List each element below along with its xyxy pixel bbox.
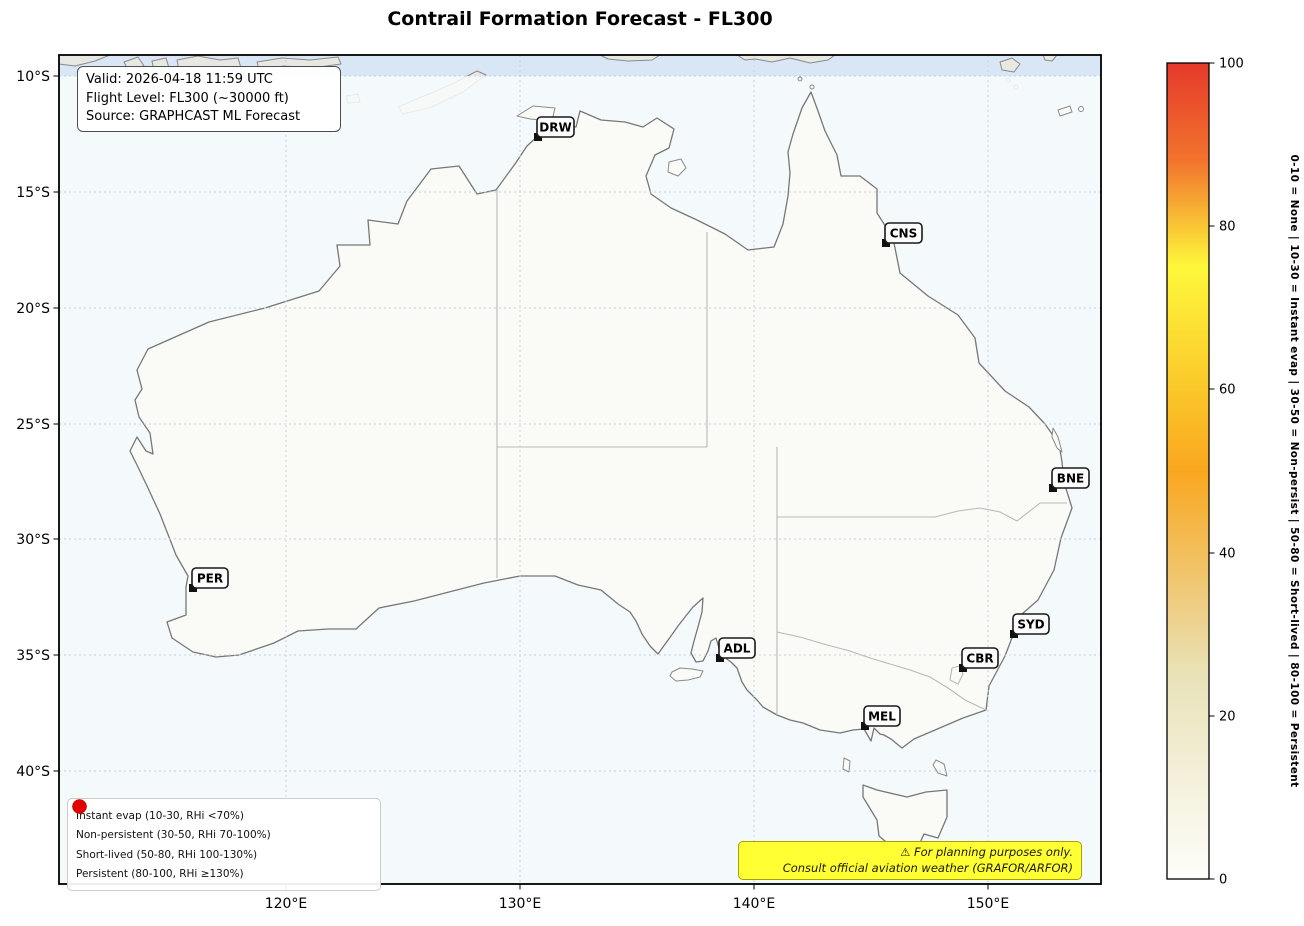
forecast-source: Source: GRAPHCAST ML Forecast <box>86 109 301 125</box>
svg-text:DRW: DRW <box>539 121 571 135</box>
flight-level: Flight Level: FL300 (~30000 ft) <box>86 90 289 106</box>
svg-text:ADL: ADL <box>724 642 751 656</box>
legend-label: Instant evap (10-30, RHi <70%) <box>76 809 244 822</box>
warning-line-1: ⚠ For planning purposes only. <box>900 845 1073 859</box>
svg-text:BNE: BNE <box>1057 472 1084 486</box>
legend-label: Short-lived (50-80, RHi 100-130%) <box>76 848 258 861</box>
svg-text:120°E: 120°E <box>265 896 308 912</box>
city-marker-mel: MEL <box>861 705 901 730</box>
x-axis-labels: 120°E 130°E 140°E 150°E <box>265 896 1010 912</box>
islands <box>516 76 1084 853</box>
colorbar-label: 0-10 = None | 10-30 = Instant evap | 30-… <box>1288 154 1300 787</box>
colorbar-gradient <box>1166 62 1210 880</box>
legend-item: Short-lived (50-80, RHi 100-130%) <box>72 799 372 865</box>
legend-item: Non-persistent (30-50, RHi 70-100%) <box>72 799 372 846</box>
map-frame <box>58 54 1102 885</box>
chart-title: Contrail Formation Forecast - FL300 <box>387 8 773 30</box>
svg-text:40°S: 40°S <box>16 764 50 780</box>
svg-text:CBR: CBR <box>966 652 993 666</box>
city-marker-cbr: CBR <box>959 647 999 672</box>
svg-text:60: 60 <box>1219 383 1236 398</box>
svg-text:80: 80 <box>1219 220 1236 235</box>
legend-label: Persistent (80-100, RHi ≥130%) <box>76 868 244 881</box>
city-annotations: DRW CNS BNE PER <box>189 116 1090 730</box>
legend-item: Instant evap (10-30, RHi <70%) <box>72 799 372 826</box>
svg-text:MEL: MEL <box>868 710 896 724</box>
warning-line-2: Consult official aviation weather (GRAFO… <box>782 860 1073 875</box>
city-marker-drw: DRW <box>534 116 575 141</box>
svg-text:CNS: CNS <box>890 227 918 241</box>
legend: Instant evap (10-30, RHi <70%) Non-persi… <box>67 798 381 891</box>
city-marker-bne: BNE <box>1049 467 1090 492</box>
svg-text:10°S: 10°S <box>16 69 50 85</box>
colorbar: 100 80 60 40 20 0 0-10 = None | 10-30 = … <box>1166 57 1300 888</box>
svg-text:20°S: 20°S <box>16 301 50 317</box>
svg-text:SYD: SYD <box>1017 618 1044 632</box>
svg-text:100: 100 <box>1219 57 1244 72</box>
svg-text:15°S: 15°S <box>16 185 50 201</box>
legend-label: Non-persistent (30-50, RHi 70-100%) <box>76 829 271 842</box>
svg-text:PER: PER <box>197 572 223 586</box>
tasmania <box>862 784 948 853</box>
state-borders <box>496 190 1067 715</box>
city-marker-per: PER <box>189 567 229 592</box>
forecast-info-box: Valid: 2026-04-18 11:59 UTC Flight Level… <box>77 66 341 132</box>
axis-ticks <box>53 75 989 890</box>
svg-text:40: 40 <box>1219 547 1236 562</box>
y-axis-labels: 10°S 15°S 20°S 25°S 30°S 35°S 40°S <box>16 69 50 780</box>
city-marker-adl: ADL <box>716 637 756 662</box>
svg-text:140°E: 140°E <box>733 896 776 912</box>
svg-text:25°S: 25°S <box>16 417 50 433</box>
australia-coastline <box>129 91 1073 749</box>
legend-swatch-persistent <box>72 799 87 814</box>
svg-text:30°S: 30°S <box>16 532 50 548</box>
valid-time: Valid: 2026-04-18 11:59 UTC <box>86 72 273 87</box>
planning-warning-box: ⚠ For planning purposes only. Consult of… <box>738 841 1082 880</box>
svg-text:0: 0 <box>1219 873 1227 888</box>
legend-item: Persistent (80-100, RHi ≥130%) <box>72 799 372 885</box>
svg-text:150°E: 150°E <box>967 896 1010 912</box>
gridlines <box>59 55 1101 884</box>
city-marker-syd: SYD <box>1010 613 1050 638</box>
svg-text:20: 20 <box>1219 710 1236 725</box>
svg-text:130°E: 130°E <box>499 896 542 912</box>
svg-text:35°S: 35°S <box>16 648 50 664</box>
city-marker-cns: CNS <box>882 222 923 247</box>
